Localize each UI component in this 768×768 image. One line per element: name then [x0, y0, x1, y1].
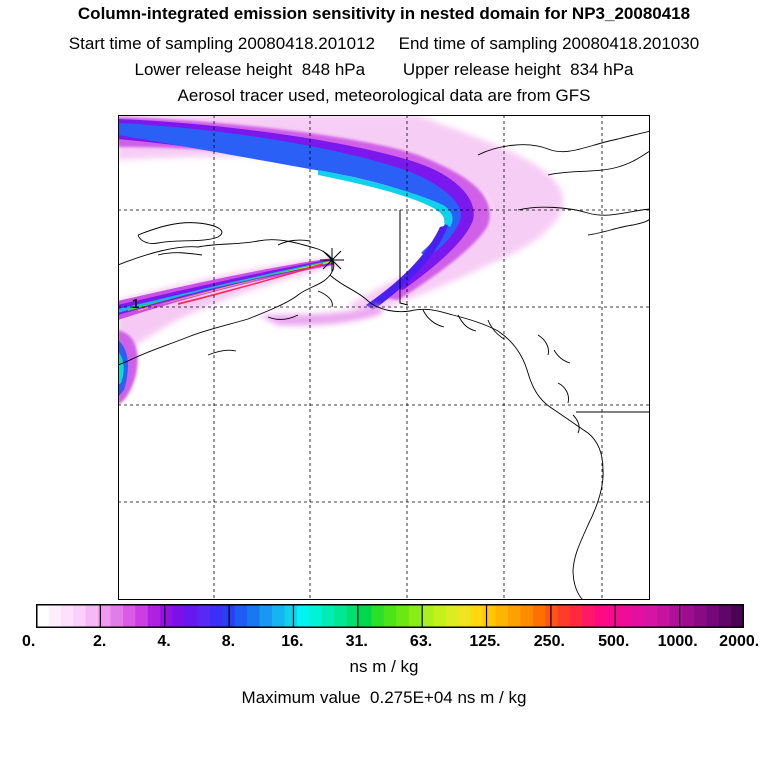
- colorbar-swatch: [309, 604, 323, 628]
- colorbar-swatch: [570, 604, 584, 628]
- colorbar-units: ns m / kg: [349, 657, 419, 676]
- upper-plume: [118, 115, 564, 315]
- colorbar-swatch: [209, 604, 223, 628]
- colorbar-tick-label: 31.: [345, 633, 368, 650]
- colorbar-swatch: [669, 604, 683, 628]
- colorbar-swatch: [421, 604, 435, 628]
- colorbar-swatch: [358, 604, 372, 628]
- coastlines: [118, 130, 650, 600]
- colorbar-swatch: [197, 604, 211, 628]
- colorbar-swatch: [532, 604, 546, 628]
- colorbar-swatch: [60, 604, 74, 628]
- colorbar-tick-label: 2000.: [719, 633, 760, 650]
- colorbar-swatch: [73, 604, 87, 628]
- colorbar-swatch: [545, 604, 559, 628]
- colorbar-swatch: [98, 604, 112, 628]
- colorbar-swatch: [619, 604, 633, 628]
- colorbar-frame: [36, 604, 744, 628]
- colorbar-swatch: [458, 604, 472, 628]
- colorbar-swatch: [694, 604, 708, 628]
- colorbar-swatch: [632, 604, 646, 628]
- colorbar-tick-label: 125.: [469, 633, 501, 650]
- colorbar-swatch: [681, 604, 695, 628]
- colorbar-swatch: [36, 604, 50, 628]
- colorbar-swatch: [284, 604, 298, 628]
- colorbar-swatch: [520, 604, 534, 628]
- colorbar-swatch: [247, 604, 261, 628]
- emission-sensitivity-map: 1: [118, 115, 650, 600]
- colorbar-swatch: [731, 604, 744, 628]
- colorbar-swatch: [557, 604, 571, 628]
- colorbar-swatch: [582, 604, 596, 628]
- colorbar-tick-label: 8.: [221, 633, 236, 650]
- colorbar-swatch: [607, 604, 621, 628]
- colorbar-tick-label: 2.: [93, 633, 107, 650]
- colorbar-swatch: [185, 604, 199, 628]
- colorbar-swatch: [296, 604, 310, 628]
- release-point-marker: [320, 248, 344, 272]
- colorbar-tick-label: 0.: [22, 633, 36, 650]
- colorbar-swatch: [259, 604, 273, 628]
- colorbar-swatch: [172, 604, 186, 628]
- colorbar-tick-label: 500.: [598, 633, 630, 650]
- sampling-time-line: Start time of sampling 20080418.201012 E…: [68, 34, 700, 53]
- colorbar-swatch: [371, 604, 385, 628]
- colorbar-swatch: [445, 604, 459, 628]
- colorbar-swatch: [135, 604, 149, 628]
- colorbar-swatch: [234, 604, 248, 628]
- colorbar-swatch: [644, 604, 658, 628]
- colorbar-swatch: [408, 604, 422, 628]
- colorbar-swatch: [470, 604, 484, 628]
- release-height-line: Lower release height 848 hPa Upper relea…: [134, 60, 634, 79]
- colorbar-swatch: [321, 604, 335, 628]
- latlon-grid: [118, 115, 650, 600]
- colorbar-swatch: [383, 604, 397, 628]
- colorbar-swatch: [85, 604, 99, 628]
- colorbar-tick-label: 4.: [157, 633, 171, 650]
- maximum-value-label: Maximum value 0.275E+04 ns m / kg: [241, 688, 527, 707]
- colorbar-swatch: [483, 604, 497, 628]
- colorbar-swatch: [508, 604, 522, 628]
- colorbar-swatch: [706, 604, 720, 628]
- colorbar-tick-label: 1000.: [657, 633, 698, 650]
- colorbar: [36, 604, 744, 628]
- colorbar-swatch: [346, 604, 360, 628]
- colorbar-tick-label: 16.: [281, 633, 304, 650]
- colorbar-swatch: [396, 604, 410, 628]
- point-label: 1: [132, 296, 139, 311]
- colorbar-swatch: [272, 604, 286, 628]
- colorbar-swatch: [110, 604, 124, 628]
- colorbar-swatch: [433, 604, 447, 628]
- map-title: Column-integrated emission sensitivity i…: [77, 4, 691, 23]
- colorbar-tick-label: 250.: [533, 633, 565, 650]
- colorbar-swatch: [495, 604, 509, 628]
- colorbar-tick-label: 63.: [409, 633, 433, 650]
- tracer-info-line: Aerosol tracer used, meteorological data…: [177, 86, 591, 105]
- colorbar-swatch: [122, 604, 136, 628]
- colorbar-swatch: [657, 604, 671, 628]
- colorbar-swatch: [594, 604, 608, 628]
- lower-plume: [118, 258, 383, 405]
- colorbar-swatch: [719, 604, 733, 628]
- colorbar-swatch: [334, 604, 348, 628]
- colorbar-swatch: [48, 604, 62, 628]
- colorbar-swatch: [160, 604, 174, 628]
- political-borders: [399, 210, 650, 413]
- colorbar-swatch: [147, 604, 161, 628]
